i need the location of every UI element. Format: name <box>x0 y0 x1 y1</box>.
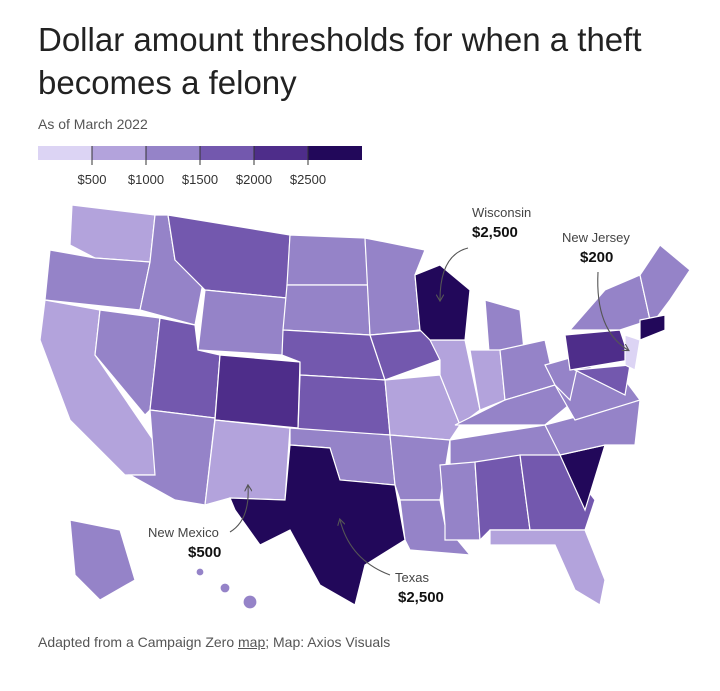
legend-swatch <box>200 146 254 160</box>
annotation-label: New Mexico <box>148 525 219 540</box>
state <box>568 274 651 331</box>
state <box>384 374 461 441</box>
arrow <box>340 520 391 576</box>
arrow <box>440 247 469 300</box>
state <box>242 594 258 610</box>
state <box>282 284 371 336</box>
legend-swatch <box>254 146 308 160</box>
annotation-label: New Jersey <box>562 230 630 245</box>
state <box>564 329 631 371</box>
state <box>94 309 161 416</box>
state <box>439 461 481 541</box>
annotation-label: Texas <box>395 570 429 585</box>
footer-text: ; Map: Axios Visuals <box>265 634 391 650</box>
legend-tick-label: $2500 <box>290 172 326 187</box>
state <box>197 289 288 356</box>
state <box>519 454 596 531</box>
footer-link[interactable]: map <box>238 634 266 650</box>
footer: Adapted from a Campaign Zero map; Map: A… <box>38 634 390 650</box>
annotation-label: Wisconsin <box>472 205 531 220</box>
state <box>69 519 136 601</box>
state <box>69 204 156 263</box>
state <box>639 314 666 341</box>
arrow <box>597 271 628 350</box>
legend-tick-label: $1000 <box>128 172 164 187</box>
annotation-value: $2,500 <box>398 589 444 606</box>
legend-tick-label: $1500 <box>182 172 218 187</box>
annotations: Wisconsin $2,500 New Jersey $200 New Mex… <box>148 205 630 606</box>
legend-swatch <box>38 146 92 160</box>
state <box>214 354 301 429</box>
state <box>489 529 606 606</box>
state <box>639 244 691 321</box>
state <box>195 567 205 577</box>
state <box>219 582 231 594</box>
state <box>297 374 391 436</box>
annotation-value: $500 <box>188 544 221 561</box>
state-new-jersey <box>624 334 641 371</box>
arrow <box>229 486 248 533</box>
legend-swatch <box>146 146 200 160</box>
state <box>572 364 631 396</box>
title: Dollar amount thresholds for when a thef… <box>38 21 642 101</box>
state <box>286 234 369 286</box>
legend: $500 $1000 $1500 $2000 $2500 <box>38 146 362 187</box>
state-new-mexico <box>204 419 291 506</box>
footer-text: Adapted from a Campaign Zero <box>38 634 238 650</box>
annotation-value: $2,500 <box>472 224 518 241</box>
subtitle: As of March 2022 <box>38 116 148 132</box>
legend-tick-label: $2000 <box>236 172 272 187</box>
legend-swatch <box>92 146 146 160</box>
annotation-value: $200 <box>580 249 613 266</box>
state-texas <box>229 444 406 606</box>
legend-tick-label: $500 <box>78 172 107 187</box>
legend-swatch <box>308 146 362 160</box>
states <box>39 204 691 610</box>
state-wisconsin <box>414 264 471 341</box>
